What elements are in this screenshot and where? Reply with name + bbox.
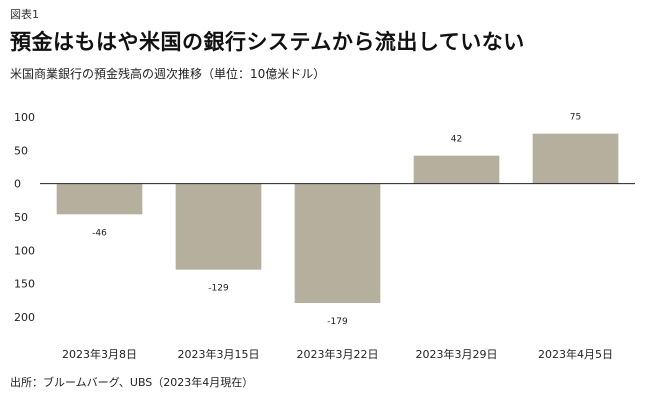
x-tick-label: 2023年3月15日 bbox=[178, 347, 260, 361]
x-tick-label: 2023年3月8日 bbox=[62, 347, 137, 361]
x-tick-label: 2023年3月22日 bbox=[297, 347, 379, 361]
y-tick-label: 50 bbox=[14, 211, 28, 224]
chart-title: 預金はもはや米国の銀行システムから流出していない bbox=[10, 30, 525, 54]
bar bbox=[175, 183, 262, 270]
bar bbox=[56, 183, 143, 215]
y-tick-label: 200 bbox=[14, 311, 35, 324]
x-axis: 2023年3月8日 2023年3月15日 2023年3月22日 2023年3月29日 2… bbox=[62, 347, 613, 361]
bar bbox=[532, 133, 619, 184]
x-tick-label: 2023年3月29日 bbox=[416, 347, 498, 361]
y-tick-label: 150 bbox=[14, 278, 35, 291]
bar-value-label: -46 bbox=[92, 228, 107, 238]
bar-value-label: 75 bbox=[570, 113, 581, 123]
bar-value-label: -179 bbox=[327, 317, 348, 327]
source-note: 出所：ブルームバーグ、UBS（2023年4月現在） bbox=[10, 376, 254, 389]
bar-series: -46 -129 -179 42 75 bbox=[56, 113, 619, 327]
y-axis: 100 50 0 50 100 150 200 bbox=[14, 111, 35, 324]
bar-value-label: 42 bbox=[451, 135, 462, 145]
bar-value-label: -129 bbox=[208, 284, 229, 294]
y-tick-label: 100 bbox=[14, 244, 35, 257]
chart-subtitle: 米国商業銀行の預金残高の週次推移（単位：10億米ドル） bbox=[10, 67, 326, 81]
y-tick-label: 50 bbox=[14, 144, 28, 157]
bar bbox=[413, 155, 500, 184]
y-tick-label: 100 bbox=[14, 111, 35, 124]
y-tick-label: 0 bbox=[14, 178, 21, 191]
figure-label: 図表1 bbox=[10, 8, 39, 21]
x-tick-label: 2023年4月5日 bbox=[538, 347, 613, 361]
bar bbox=[294, 183, 381, 303]
